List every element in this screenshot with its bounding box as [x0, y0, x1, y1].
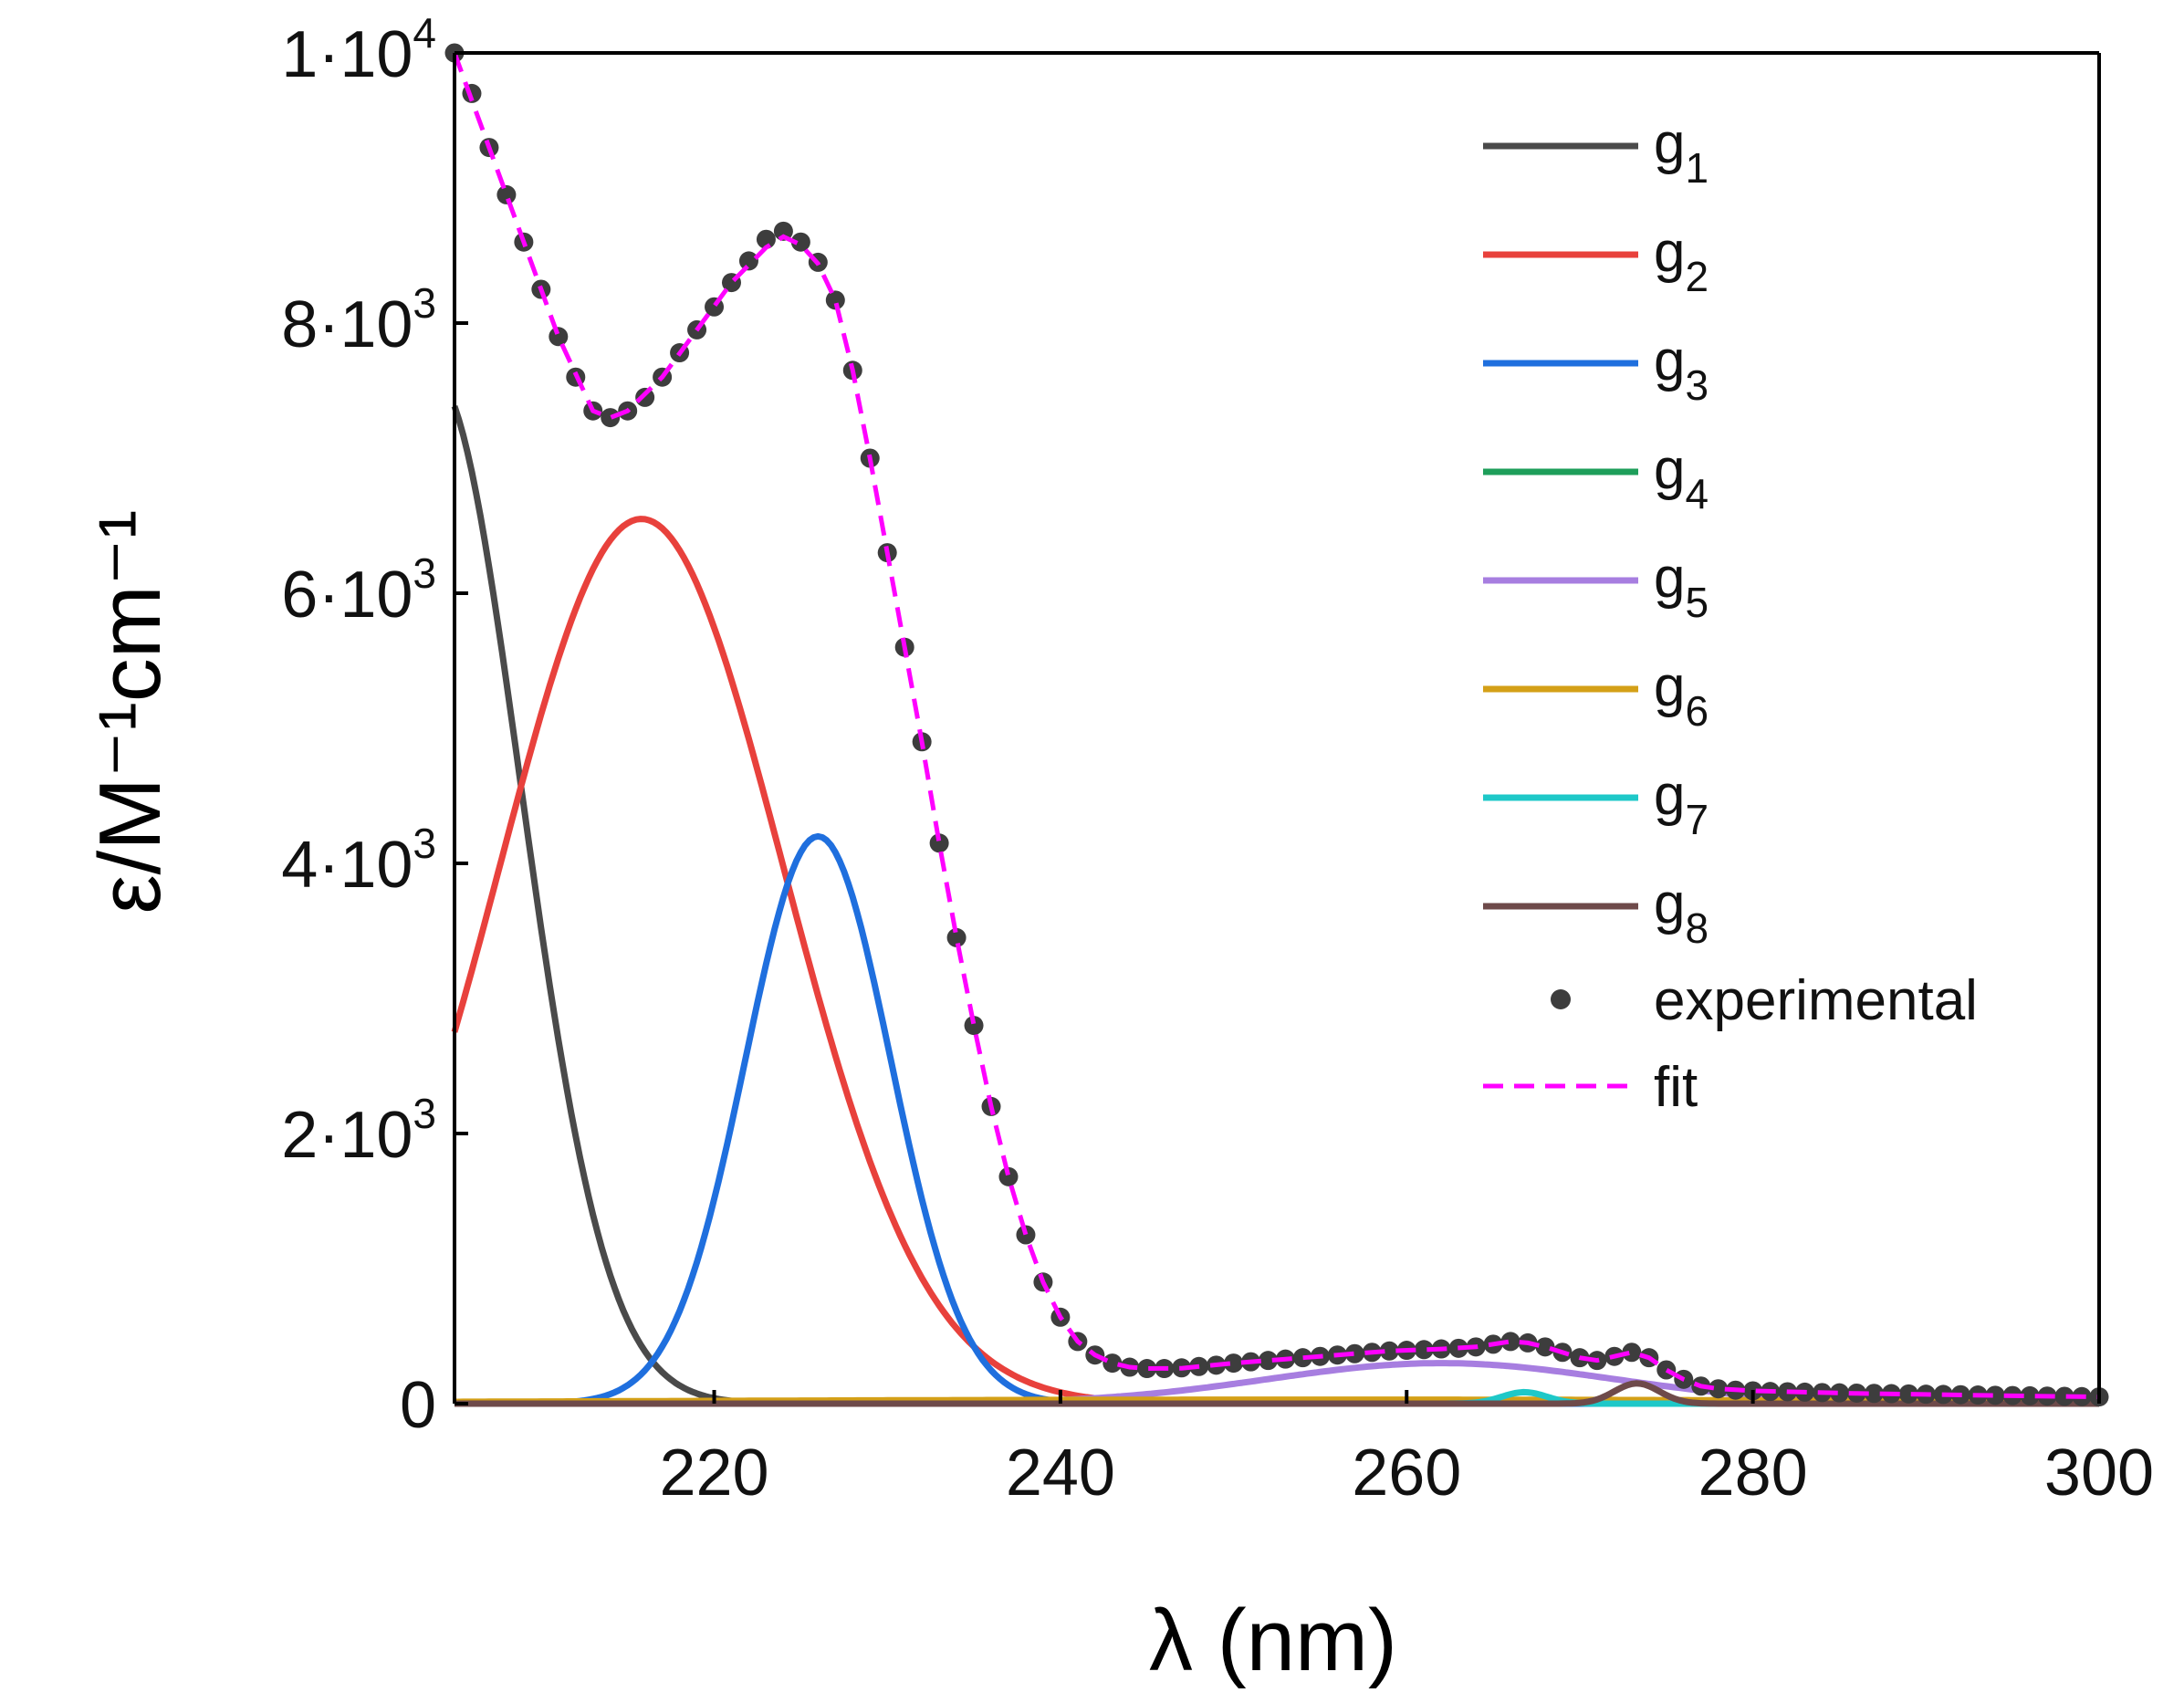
experimental-point	[738, 251, 758, 271]
series-line-g2	[451, 516, 2099, 1407]
legend-marker-experimental	[1551, 989, 1571, 1009]
experimental-point	[601, 408, 621, 428]
y-tick-label: 2·103	[281, 1090, 436, 1172]
axes: 220 240 260 280 300 0 2·103 4·103 6·103 8·103 1·10…	[281, 9, 2154, 1510]
x-tick-label: 260	[1352, 1437, 1461, 1510]
y-tick-label: 8·103	[281, 279, 436, 361]
component-curves	[451, 405, 2099, 1407]
legend-label-g7: g7	[1654, 764, 1709, 843]
y-tick-label: 0	[400, 1369, 436, 1442]
experimental-point	[1898, 1384, 1918, 1404]
experimental-point	[1985, 1385, 2005, 1405]
x-axis-title: λ (nm)	[1149, 1592, 1397, 1689]
experimental-point	[825, 290, 845, 310]
legend-label-g1: g1	[1654, 112, 1709, 192]
experimental-point	[1137, 1359, 1157, 1379]
experimental-point	[1344, 1343, 1364, 1363]
experimental-point	[946, 927, 967, 947]
legend-label-experimental: experimental	[1654, 969, 1978, 1032]
experimental-point	[773, 221, 793, 241]
x-tick-label: 220	[659, 1437, 768, 1510]
x-tick-label: 300	[2044, 1437, 2154, 1510]
y-axis-title: ε/M⁻¹cm⁻¹	[81, 510, 179, 914]
experimental-point	[1379, 1341, 1399, 1361]
experimental-point	[2020, 1385, 2040, 1405]
experimental-point	[964, 1016, 984, 1036]
experimental-point	[1224, 1353, 1244, 1374]
series-line-g8	[455, 1380, 2099, 1407]
y-tick-label: 6·103	[281, 549, 436, 632]
experimental-point	[496, 184, 517, 204]
y-tick-label: 4·103	[281, 820, 436, 902]
experimental-point	[756, 229, 776, 249]
legend-label-g3: g3	[1654, 329, 1709, 409]
experimental-point	[1500, 1332, 1520, 1352]
fit-curve-layer	[452, 52, 2100, 1400]
experimental-point	[1864, 1384, 1884, 1404]
experimental-point	[1102, 1353, 1123, 1374]
legend: g1 g2 g3 g4 g5 g6 g7 g8 experimental fit	[1483, 112, 1978, 1119]
legend-label-g5: g5	[1654, 547, 1709, 626]
experimental-point	[1709, 1379, 1729, 1399]
experimental-point	[1829, 1383, 1849, 1403]
experimental-point	[549, 327, 569, 347]
series-line-fit	[452, 52, 2100, 1400]
experimental-point	[929, 833, 949, 853]
experimental-point	[1292, 1348, 1312, 1368]
experimental-point	[1622, 1343, 1642, 1363]
experimental-point	[1414, 1340, 1434, 1360]
experimental-point	[1016, 1225, 1036, 1245]
legend-label-g8: g8	[1654, 872, 1709, 952]
y-tick-label: 1·104	[281, 9, 436, 91]
experimental-point	[635, 387, 655, 407]
experimental-point	[1535, 1337, 1555, 1357]
experimental-points	[444, 43, 2109, 1407]
series-line-g3	[455, 832, 2099, 1407]
x-tick-label: 240	[1006, 1437, 1115, 1510]
experimental-point	[1656, 1360, 1677, 1380]
x-tick-label: 280	[1698, 1437, 1808, 1510]
experimental-point	[790, 232, 810, 252]
legend-label-g4: g4	[1654, 438, 1709, 517]
legend-label-fit: fit	[1654, 1056, 1698, 1119]
experimental-point	[998, 1166, 1019, 1186]
experimental-point	[2054, 1386, 2074, 1406]
legend-label-g6: g6	[1654, 655, 1709, 735]
experimental-point	[1259, 1351, 1279, 1371]
legend-label-g2: g2	[1654, 221, 1709, 300]
